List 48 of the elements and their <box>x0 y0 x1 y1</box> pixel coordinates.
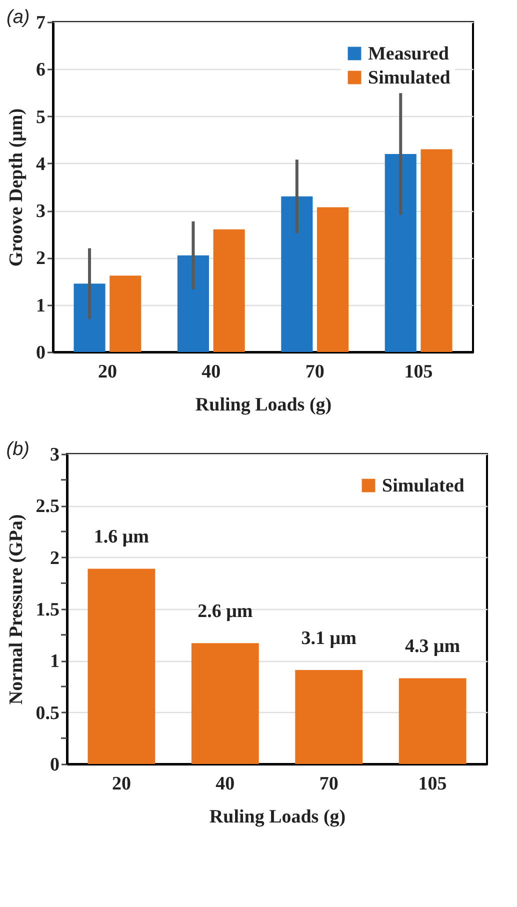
y-tick-label: 6 <box>36 60 46 81</box>
x-tick-label: 70 <box>319 774 338 794</box>
text: (b) <box>6 439 30 460</box>
x-axis-title: Ruling Loads (g) <box>209 806 346 828</box>
bar <box>384 154 416 352</box>
bar <box>213 229 245 352</box>
bar <box>191 643 259 764</box>
y-tick-label: 2.5 <box>36 496 60 518</box>
y-tick-label: 0 <box>50 754 60 776</box>
x-tick-label: 105 <box>418 774 447 794</box>
y-tick-label: 7 <box>36 12 46 34</box>
legend-label: Simulated <box>368 68 451 88</box>
bar <box>420 149 452 352</box>
y-tick-label: 1 <box>36 295 46 316</box>
annotation: 4.3 μm <box>405 636 460 658</box>
bar <box>110 276 142 352</box>
y-tick-label: 0.5 <box>36 702 60 724</box>
bar <box>74 284 106 352</box>
bar <box>177 255 209 352</box>
legend-label: Simulated <box>382 476 465 496</box>
y-tick-label: 3 <box>36 201 46 222</box>
x-tick-label: 40 <box>202 362 221 382</box>
bar <box>398 678 466 764</box>
x-tick-label: 20 <box>112 774 131 794</box>
y-tick-label: 0 <box>36 342 46 364</box>
y-tick-label: 1.5 <box>36 600 60 620</box>
y-tick-label: 4 <box>36 154 46 175</box>
y-tick-label: 3 <box>50 444 60 466</box>
bar <box>281 196 313 352</box>
x-tick-label: 20 <box>98 362 117 382</box>
x-tick-label: 105 <box>404 362 433 382</box>
x-tick-label: 40 <box>216 774 235 794</box>
y-tick-label: 2 <box>36 248 46 270</box>
y-axis-title: Normal Pressure (GPa) <box>6 514 27 705</box>
annotation: 2.6 μm <box>198 601 253 622</box>
legend-label: Measured <box>368 44 450 64</box>
bar <box>88 568 156 764</box>
y-tick-label: 5 <box>36 106 46 128</box>
x-axis-title: Ruling Loads (g) <box>195 394 332 416</box>
text: (a) <box>6 7 30 28</box>
bar <box>317 207 349 352</box>
annotation: 1.6 μm <box>94 526 150 548</box>
x-tick-label: 70 <box>305 362 324 382</box>
y-tick-label: 2 <box>50 548 60 569</box>
y-axis-title: Groove Depth (μm) <box>6 108 27 267</box>
annotation: 3.1 μm <box>301 628 357 649</box>
bar <box>295 670 363 764</box>
y-tick-label: 1 <box>50 651 60 672</box>
